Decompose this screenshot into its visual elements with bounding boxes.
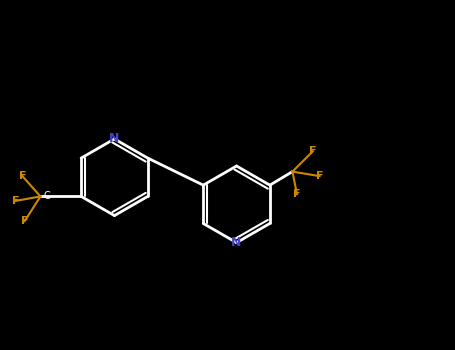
Text: N: N bbox=[231, 236, 242, 249]
Text: F: F bbox=[19, 171, 26, 181]
Text: F: F bbox=[293, 189, 301, 199]
Text: C: C bbox=[44, 191, 51, 201]
Text: F: F bbox=[309, 146, 317, 156]
Text: F: F bbox=[21, 216, 28, 226]
Text: F: F bbox=[12, 196, 19, 206]
Text: F: F bbox=[316, 171, 324, 181]
Text: N: N bbox=[109, 132, 120, 145]
